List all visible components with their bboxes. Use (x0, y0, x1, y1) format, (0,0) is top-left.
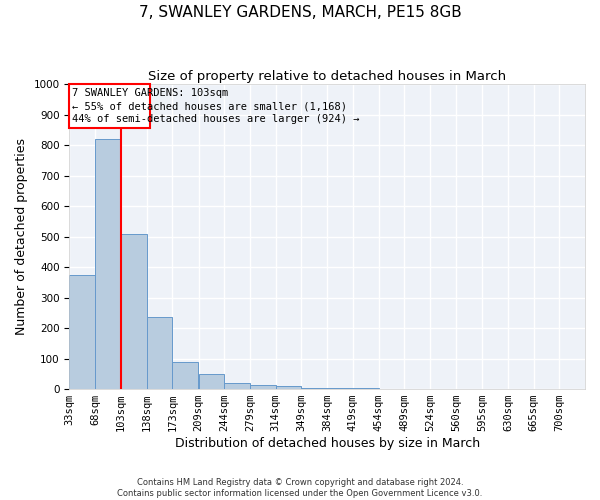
Bar (172, 362, 198, 389)
Text: 7 SWANLEY GARDENS: 103sqm
← 55% of detached houses are smaller (1,168)
44% of se: 7 SWANLEY GARDENS: 103sqm ← 55% of detac… (73, 88, 360, 124)
Bar (250, 384, 276, 389)
Bar (301, 388, 327, 389)
Text: Contains HM Land Registry data © Crown copyright and database right 2024.
Contai: Contains HM Land Registry data © Crown c… (118, 478, 482, 498)
Bar (276, 386, 301, 389)
Text: 7, SWANLEY GARDENS, MARCH, PE15 8GB: 7, SWANLEY GARDENS, MARCH, PE15 8GB (139, 5, 461, 20)
Bar (70, 274, 95, 389)
Bar (327, 388, 353, 389)
Bar (146, 318, 172, 389)
X-axis label: Distribution of detached houses by size in March: Distribution of detached houses by size … (175, 437, 480, 450)
Bar (353, 388, 379, 389)
Y-axis label: Number of detached properties: Number of detached properties (15, 138, 28, 335)
Bar (121, 234, 146, 389)
FancyBboxPatch shape (70, 84, 150, 128)
Bar (224, 383, 250, 389)
Title: Size of property relative to detached houses in March: Size of property relative to detached ho… (148, 70, 506, 83)
Bar (95, 139, 121, 389)
Bar (199, 374, 224, 389)
